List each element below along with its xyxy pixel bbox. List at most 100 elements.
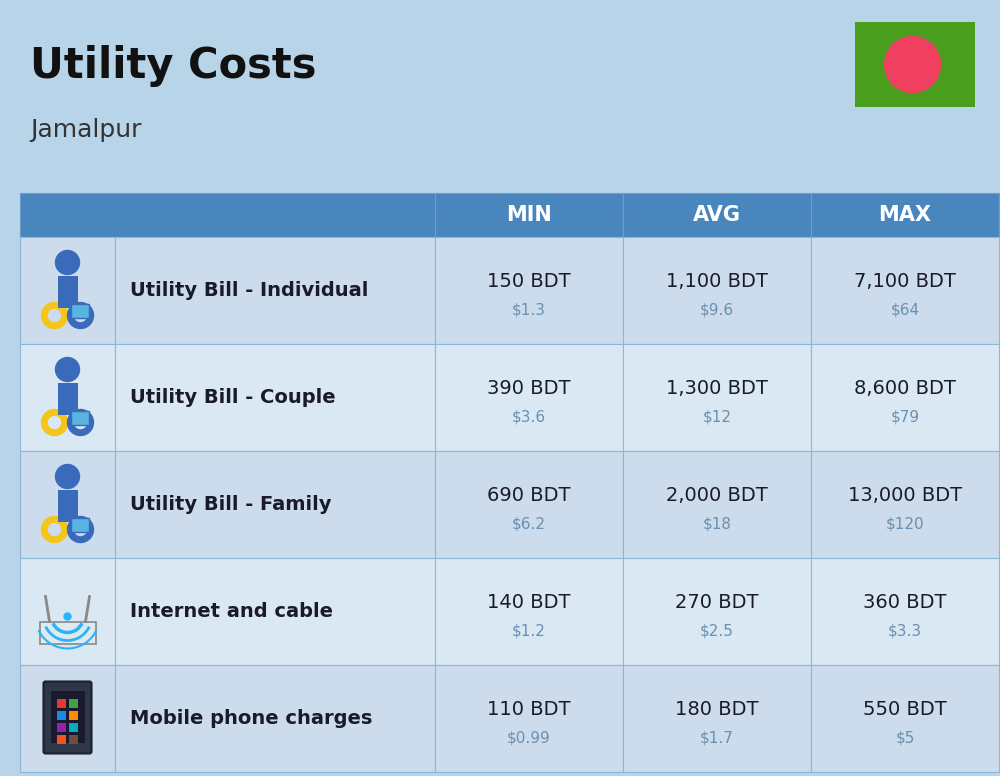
Bar bbox=[435, 665, 623, 772]
Text: MAX: MAX bbox=[879, 205, 932, 225]
Bar bbox=[435, 237, 623, 344]
Bar bbox=[20, 665, 115, 772]
Bar bbox=[20, 344, 115, 451]
Bar bbox=[68, 722, 78, 732]
Bar bbox=[115, 237, 435, 344]
Text: 13,000 BDT: 13,000 BDT bbox=[848, 487, 962, 505]
Text: 1,300 BDT: 1,300 BDT bbox=[666, 379, 768, 398]
Bar bbox=[68, 711, 78, 719]
Bar bbox=[70, 303, 88, 317]
Circle shape bbox=[56, 251, 80, 275]
Text: AVG: AVG bbox=[693, 205, 741, 225]
Bar bbox=[58, 275, 78, 307]
Text: $12: $12 bbox=[702, 409, 732, 424]
Text: $3.6: $3.6 bbox=[512, 409, 546, 424]
Text: 7,100 BDT: 7,100 BDT bbox=[854, 272, 956, 292]
Circle shape bbox=[56, 465, 80, 489]
Bar bbox=[58, 490, 78, 521]
Text: $0.99: $0.99 bbox=[507, 730, 551, 745]
Text: 110 BDT: 110 BDT bbox=[487, 701, 571, 719]
Bar bbox=[623, 665, 811, 772]
Text: 2,000 BDT: 2,000 BDT bbox=[666, 487, 768, 505]
Text: $5: $5 bbox=[895, 730, 915, 745]
Bar bbox=[56, 735, 66, 743]
Text: $1.7: $1.7 bbox=[700, 730, 734, 745]
Text: 140 BDT: 140 BDT bbox=[487, 594, 571, 612]
Bar bbox=[115, 451, 435, 558]
Text: $6.2: $6.2 bbox=[512, 516, 546, 532]
Text: Jamalpur: Jamalpur bbox=[30, 118, 142, 142]
Bar bbox=[20, 558, 115, 665]
Bar bbox=[50, 691, 84, 743]
Text: $64: $64 bbox=[890, 303, 920, 317]
Bar bbox=[20, 237, 115, 344]
Bar bbox=[70, 411, 88, 424]
Bar bbox=[811, 237, 999, 344]
Circle shape bbox=[885, 36, 941, 92]
Bar bbox=[58, 383, 78, 414]
Text: Mobile phone charges: Mobile phone charges bbox=[130, 709, 372, 728]
Bar bbox=[56, 698, 66, 708]
Bar bbox=[115, 344, 435, 451]
Text: 8,600 BDT: 8,600 BDT bbox=[854, 379, 956, 398]
Circle shape bbox=[42, 303, 68, 328]
Text: 1,100 BDT: 1,100 BDT bbox=[666, 272, 768, 292]
Text: 550 BDT: 550 BDT bbox=[863, 701, 947, 719]
Bar bbox=[40, 622, 96, 643]
Bar bbox=[811, 451, 999, 558]
Text: $18: $18 bbox=[702, 516, 732, 532]
Text: $3.3: $3.3 bbox=[888, 623, 922, 638]
Circle shape bbox=[42, 410, 68, 435]
Text: Internet and cable: Internet and cable bbox=[130, 602, 333, 621]
Bar bbox=[435, 193, 623, 237]
FancyBboxPatch shape bbox=[44, 681, 92, 753]
Text: 150 BDT: 150 BDT bbox=[487, 272, 571, 292]
Circle shape bbox=[48, 524, 60, 535]
Bar bbox=[623, 193, 811, 237]
Circle shape bbox=[48, 310, 60, 321]
Bar bbox=[56, 722, 66, 732]
Bar bbox=[623, 451, 811, 558]
Bar bbox=[623, 237, 811, 344]
Text: $79: $79 bbox=[890, 409, 920, 424]
Text: Utility Costs: Utility Costs bbox=[30, 45, 316, 87]
Bar bbox=[20, 451, 115, 558]
Circle shape bbox=[68, 517, 94, 542]
Bar bbox=[115, 558, 435, 665]
Circle shape bbox=[64, 613, 71, 620]
Circle shape bbox=[74, 417, 87, 428]
Bar bbox=[68, 698, 78, 708]
Text: Utility Bill - Couple: Utility Bill - Couple bbox=[130, 388, 336, 407]
Circle shape bbox=[68, 303, 94, 328]
Circle shape bbox=[48, 417, 60, 428]
Text: 270 BDT: 270 BDT bbox=[675, 594, 759, 612]
Text: $1.2: $1.2 bbox=[512, 623, 546, 638]
Text: Utility Bill - Family: Utility Bill - Family bbox=[130, 495, 332, 514]
Text: MIN: MIN bbox=[506, 205, 552, 225]
Bar bbox=[811, 558, 999, 665]
Text: $9.6: $9.6 bbox=[700, 303, 734, 317]
Circle shape bbox=[56, 358, 80, 382]
Circle shape bbox=[68, 410, 94, 435]
Bar bbox=[623, 558, 811, 665]
Bar bbox=[115, 665, 435, 772]
Bar bbox=[855, 22, 975, 107]
Text: $2.5: $2.5 bbox=[700, 623, 734, 638]
Text: Utility Bill - Individual: Utility Bill - Individual bbox=[130, 281, 368, 300]
Bar bbox=[68, 735, 78, 743]
Text: $1.3: $1.3 bbox=[512, 303, 546, 317]
Bar bbox=[435, 344, 623, 451]
Circle shape bbox=[42, 517, 68, 542]
Bar bbox=[56, 711, 66, 719]
Bar bbox=[20, 193, 435, 237]
Bar bbox=[623, 344, 811, 451]
Bar bbox=[811, 344, 999, 451]
Bar bbox=[435, 451, 623, 558]
Text: 390 BDT: 390 BDT bbox=[487, 379, 571, 398]
Text: 690 BDT: 690 BDT bbox=[487, 487, 571, 505]
Circle shape bbox=[74, 524, 87, 535]
Bar bbox=[70, 518, 88, 532]
Bar bbox=[435, 558, 623, 665]
Circle shape bbox=[74, 310, 87, 321]
Text: 180 BDT: 180 BDT bbox=[675, 701, 759, 719]
